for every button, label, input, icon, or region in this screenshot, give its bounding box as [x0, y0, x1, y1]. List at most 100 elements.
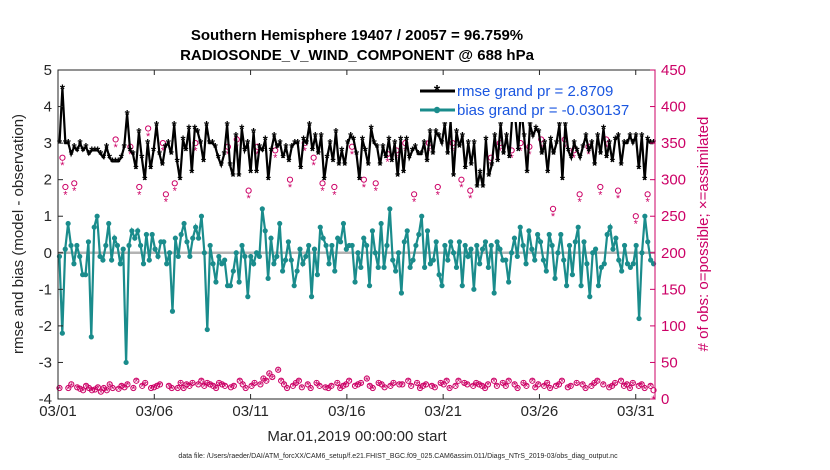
obs-assimilated-point: * — [560, 376, 565, 388]
rmse-point: * — [95, 143, 101, 158]
rmse-point: * — [292, 136, 298, 151]
obs-possible-point — [396, 381, 403, 388]
rmse-point: * — [245, 136, 251, 151]
obs-possible-point — [68, 381, 75, 388]
obs-possible-point — [629, 379, 636, 387]
bias-point — [517, 224, 523, 230]
rmse-point: * — [560, 173, 566, 188]
obs-possible-point — [582, 384, 589, 392]
y-tick-label-left: -2 — [39, 318, 52, 335]
bias-point — [123, 359, 129, 366]
bias-point — [184, 239, 190, 245]
obs-possible-point — [109, 384, 116, 392]
bias-point — [172, 235, 178, 241]
bias-point — [607, 224, 613, 230]
obs-possible-point — [283, 384, 291, 392]
y-tick-label-left: -1 — [39, 281, 52, 298]
obs-assimilated-point: * — [131, 384, 136, 396]
bias-point — [91, 224, 97, 230]
obs-possible-point — [80, 387, 87, 394]
obs-assimilated-point: * — [199, 376, 204, 388]
bias-point — [308, 294, 315, 300]
obs-assimilated-point: * — [149, 384, 154, 396]
bias-point — [427, 261, 434, 267]
rmse-point: * — [107, 151, 113, 166]
bias-point — [181, 220, 187, 227]
bias-point — [248, 253, 254, 260]
rmse-point: * — [580, 140, 586, 155]
obs-possible-point — [94, 384, 101, 391]
bias-point — [482, 239, 489, 245]
obs-assimilated-point: * — [134, 376, 139, 388]
obs-assimilated-point: * — [317, 382, 322, 394]
legend-rmse-marker: * — [434, 83, 441, 100]
rmse-point: * — [204, 118, 210, 133]
rmse-point: * — [389, 154, 395, 169]
rmse-point: * — [392, 136, 398, 151]
bias-point — [140, 261, 147, 267]
obs-assimilated-point: * — [323, 383, 328, 395]
bias-point — [352, 279, 358, 285]
bias-point — [88, 334, 94, 340]
obs-assimilated-point: * — [164, 197, 169, 209]
obs-possible-point — [236, 377, 243, 384]
obs-possible-point — [555, 381, 563, 388]
bias-point — [236, 279, 242, 285]
obs-assimilated-point: * — [601, 380, 606, 392]
obs-assimilated-point: * — [176, 384, 181, 396]
obs-assimilated-point: * — [356, 380, 361, 392]
rmse-point: * — [563, 118, 569, 133]
bias-point — [433, 239, 439, 245]
rmse-point: * — [595, 129, 601, 144]
obs-assimilated-point: * — [152, 383, 157, 395]
obs-possible-point — [579, 381, 586, 388]
obs-assimilated-point: * — [335, 379, 340, 391]
x-tick-label: 03/26 — [521, 403, 559, 420]
rmse-point: * — [495, 154, 501, 169]
bias-point — [210, 261, 216, 267]
bias-point — [485, 264, 491, 270]
obs-possible-point — [597, 183, 604, 191]
obs-assimilated-point: * — [143, 379, 148, 391]
obs-assimilated-point: * — [60, 160, 65, 172]
bias-point — [314, 272, 320, 278]
obs-possible-point — [440, 381, 447, 388]
bias-point — [161, 239, 167, 245]
obs-possible-point — [266, 370, 273, 377]
rmse-point: * — [328, 136, 334, 151]
obs-assimilated-point: * — [480, 382, 485, 394]
obs-possible-point — [257, 381, 264, 388]
rmse-point: * — [572, 136, 578, 151]
bias-point — [198, 213, 205, 219]
rmse-point: * — [333, 125, 339, 140]
obs-assimilated-point: * — [122, 383, 127, 395]
obs-possible-point — [97, 388, 104, 395]
chart-title-line2: RADIOSONDE_V_WIND_COMPONENT @ 688 hPa — [180, 47, 535, 64]
y-tick-label-left: 1 — [44, 208, 52, 225]
obs-assimilated-point: * — [498, 145, 503, 157]
rmse-point: * — [407, 151, 413, 166]
obs-assimilated-point: * — [424, 380, 429, 392]
obs-assimilated-point: * — [557, 380, 562, 392]
rmse-point: * — [151, 143, 157, 158]
rmse-point: * — [125, 107, 131, 122]
obs-possible-point — [272, 147, 279, 154]
bias-point — [378, 220, 384, 227]
obs-assimilated-point: * — [125, 380, 130, 392]
obs-assimilated-point: * — [261, 375, 266, 387]
bias-point — [343, 246, 349, 252]
rmse-point: * — [207, 136, 213, 151]
rmse-point: * — [275, 140, 281, 155]
rmse-point: * — [101, 151, 107, 166]
bias-point — [604, 231, 610, 238]
rmse-point: * — [69, 147, 75, 162]
obs-possible-point — [215, 379, 223, 387]
rmse-point: * — [357, 173, 363, 188]
obs-assimilated-point: * — [249, 382, 254, 394]
obs-possible-point — [239, 381, 246, 388]
bias-point — [201, 250, 207, 256]
obs-possible-point — [455, 377, 462, 384]
obs-assimilated-point: * — [246, 193, 251, 205]
bias-point — [326, 261, 332, 267]
obs-assimilated-point: * — [545, 379, 550, 391]
